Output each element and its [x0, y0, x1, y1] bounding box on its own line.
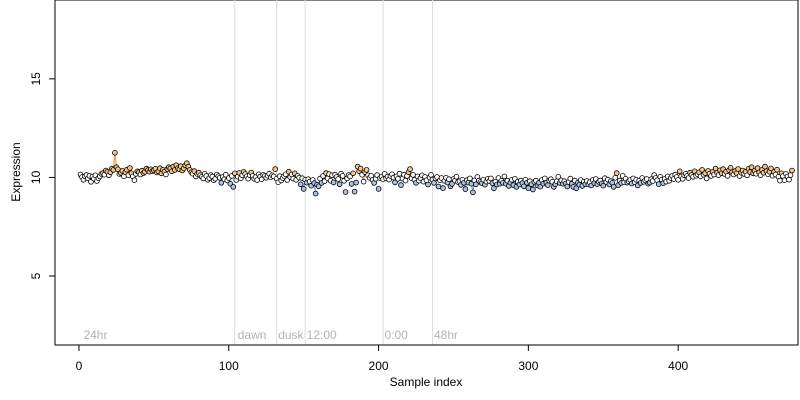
data-point	[353, 179, 359, 186]
x-tick-label: 400	[668, 359, 688, 373]
phase-label: dusk	[278, 328, 304, 342]
data-point	[488, 175, 494, 182]
data-point	[491, 185, 497, 192]
data-point	[564, 183, 571, 190]
data-point	[470, 189, 476, 196]
data-point	[612, 175, 618, 181]
data-point	[300, 186, 307, 192]
data-point	[473, 181, 479, 188]
data-point	[402, 177, 409, 184]
phase-label: 0:00	[385, 328, 409, 342]
data-point	[339, 173, 346, 179]
x-axis-label: Sample index	[390, 375, 463, 389]
data-point	[398, 182, 404, 188]
phase-label: 24hr	[83, 328, 107, 342]
data-point	[315, 183, 322, 190]
data-point	[446, 176, 452, 183]
y-tick-label: 5	[29, 272, 43, 279]
x-tick-label: 200	[369, 359, 389, 373]
data-point	[567, 175, 574, 182]
data-point	[440, 185, 446, 191]
y-tick-label: 10	[29, 170, 43, 184]
data-point	[351, 188, 358, 195]
x-tick-label: 100	[219, 359, 239, 373]
data-point	[272, 166, 279, 172]
data-point	[342, 189, 349, 195]
data-point	[530, 186, 536, 193]
data-point	[703, 175, 710, 182]
x-tick-label: 300	[518, 359, 538, 373]
data-point	[453, 174, 460, 180]
phase-label: 12:00	[307, 328, 337, 342]
data-point	[360, 178, 367, 185]
data-point	[676, 168, 683, 175]
data-point	[218, 180, 225, 186]
phase-labels: 24hr dawn dusk 12:00 0:00 48hr	[83, 328, 458, 342]
data-point	[392, 179, 398, 186]
y-axis: 5 10 15	[29, 72, 56, 279]
data-point	[375, 186, 382, 192]
data-point	[789, 167, 795, 174]
data-point	[787, 172, 794, 178]
data-point	[357, 165, 364, 172]
data-point	[777, 177, 783, 184]
data-point	[230, 184, 237, 190]
data-point	[425, 181, 431, 188]
data-point	[655, 181, 662, 187]
data-point	[410, 172, 416, 178]
y-tick-label: 15	[29, 72, 43, 86]
data-points	[77, 150, 795, 197]
data-point	[312, 190, 319, 197]
data-point	[163, 171, 169, 178]
data-point	[407, 166, 413, 172]
data-point	[573, 185, 580, 192]
data-point	[395, 176, 401, 182]
data-point	[600, 182, 607, 189]
data-point	[501, 173, 508, 180]
data-point	[786, 176, 792, 183]
data-point	[363, 167, 370, 173]
data-point	[724, 173, 731, 179]
data-point	[335, 176, 341, 182]
data-point	[762, 163, 768, 170]
data-point	[435, 183, 442, 190]
data-point	[297, 181, 304, 188]
data-point	[131, 177, 138, 184]
data-point	[467, 175, 473, 182]
x-axis: 0 100 200 300 400	[76, 344, 688, 373]
data-point	[336, 181, 343, 188]
data-point	[748, 164, 755, 171]
data-point	[768, 165, 774, 172]
data-point	[610, 184, 617, 190]
trend-lines	[79, 152, 772, 194]
y-axis-label: Expression	[9, 142, 23, 201]
data-point	[396, 170, 403, 177]
data-point	[613, 170, 620, 176]
data-point	[431, 180, 437, 186]
data-point	[774, 166, 780, 173]
data-point	[555, 174, 562, 180]
data-point	[348, 181, 355, 187]
data-point	[330, 179, 337, 186]
data-point	[462, 186, 469, 192]
data-point	[127, 165, 133, 171]
data-point	[428, 172, 434, 178]
phase-label: dawn	[238, 328, 267, 342]
data-point	[544, 182, 551, 188]
data-point	[350, 170, 356, 177]
phase-label: 48hr	[434, 328, 458, 342]
data-point	[727, 165, 734, 171]
data-point	[112, 150, 118, 156]
x-tick-label: 0	[76, 359, 83, 373]
